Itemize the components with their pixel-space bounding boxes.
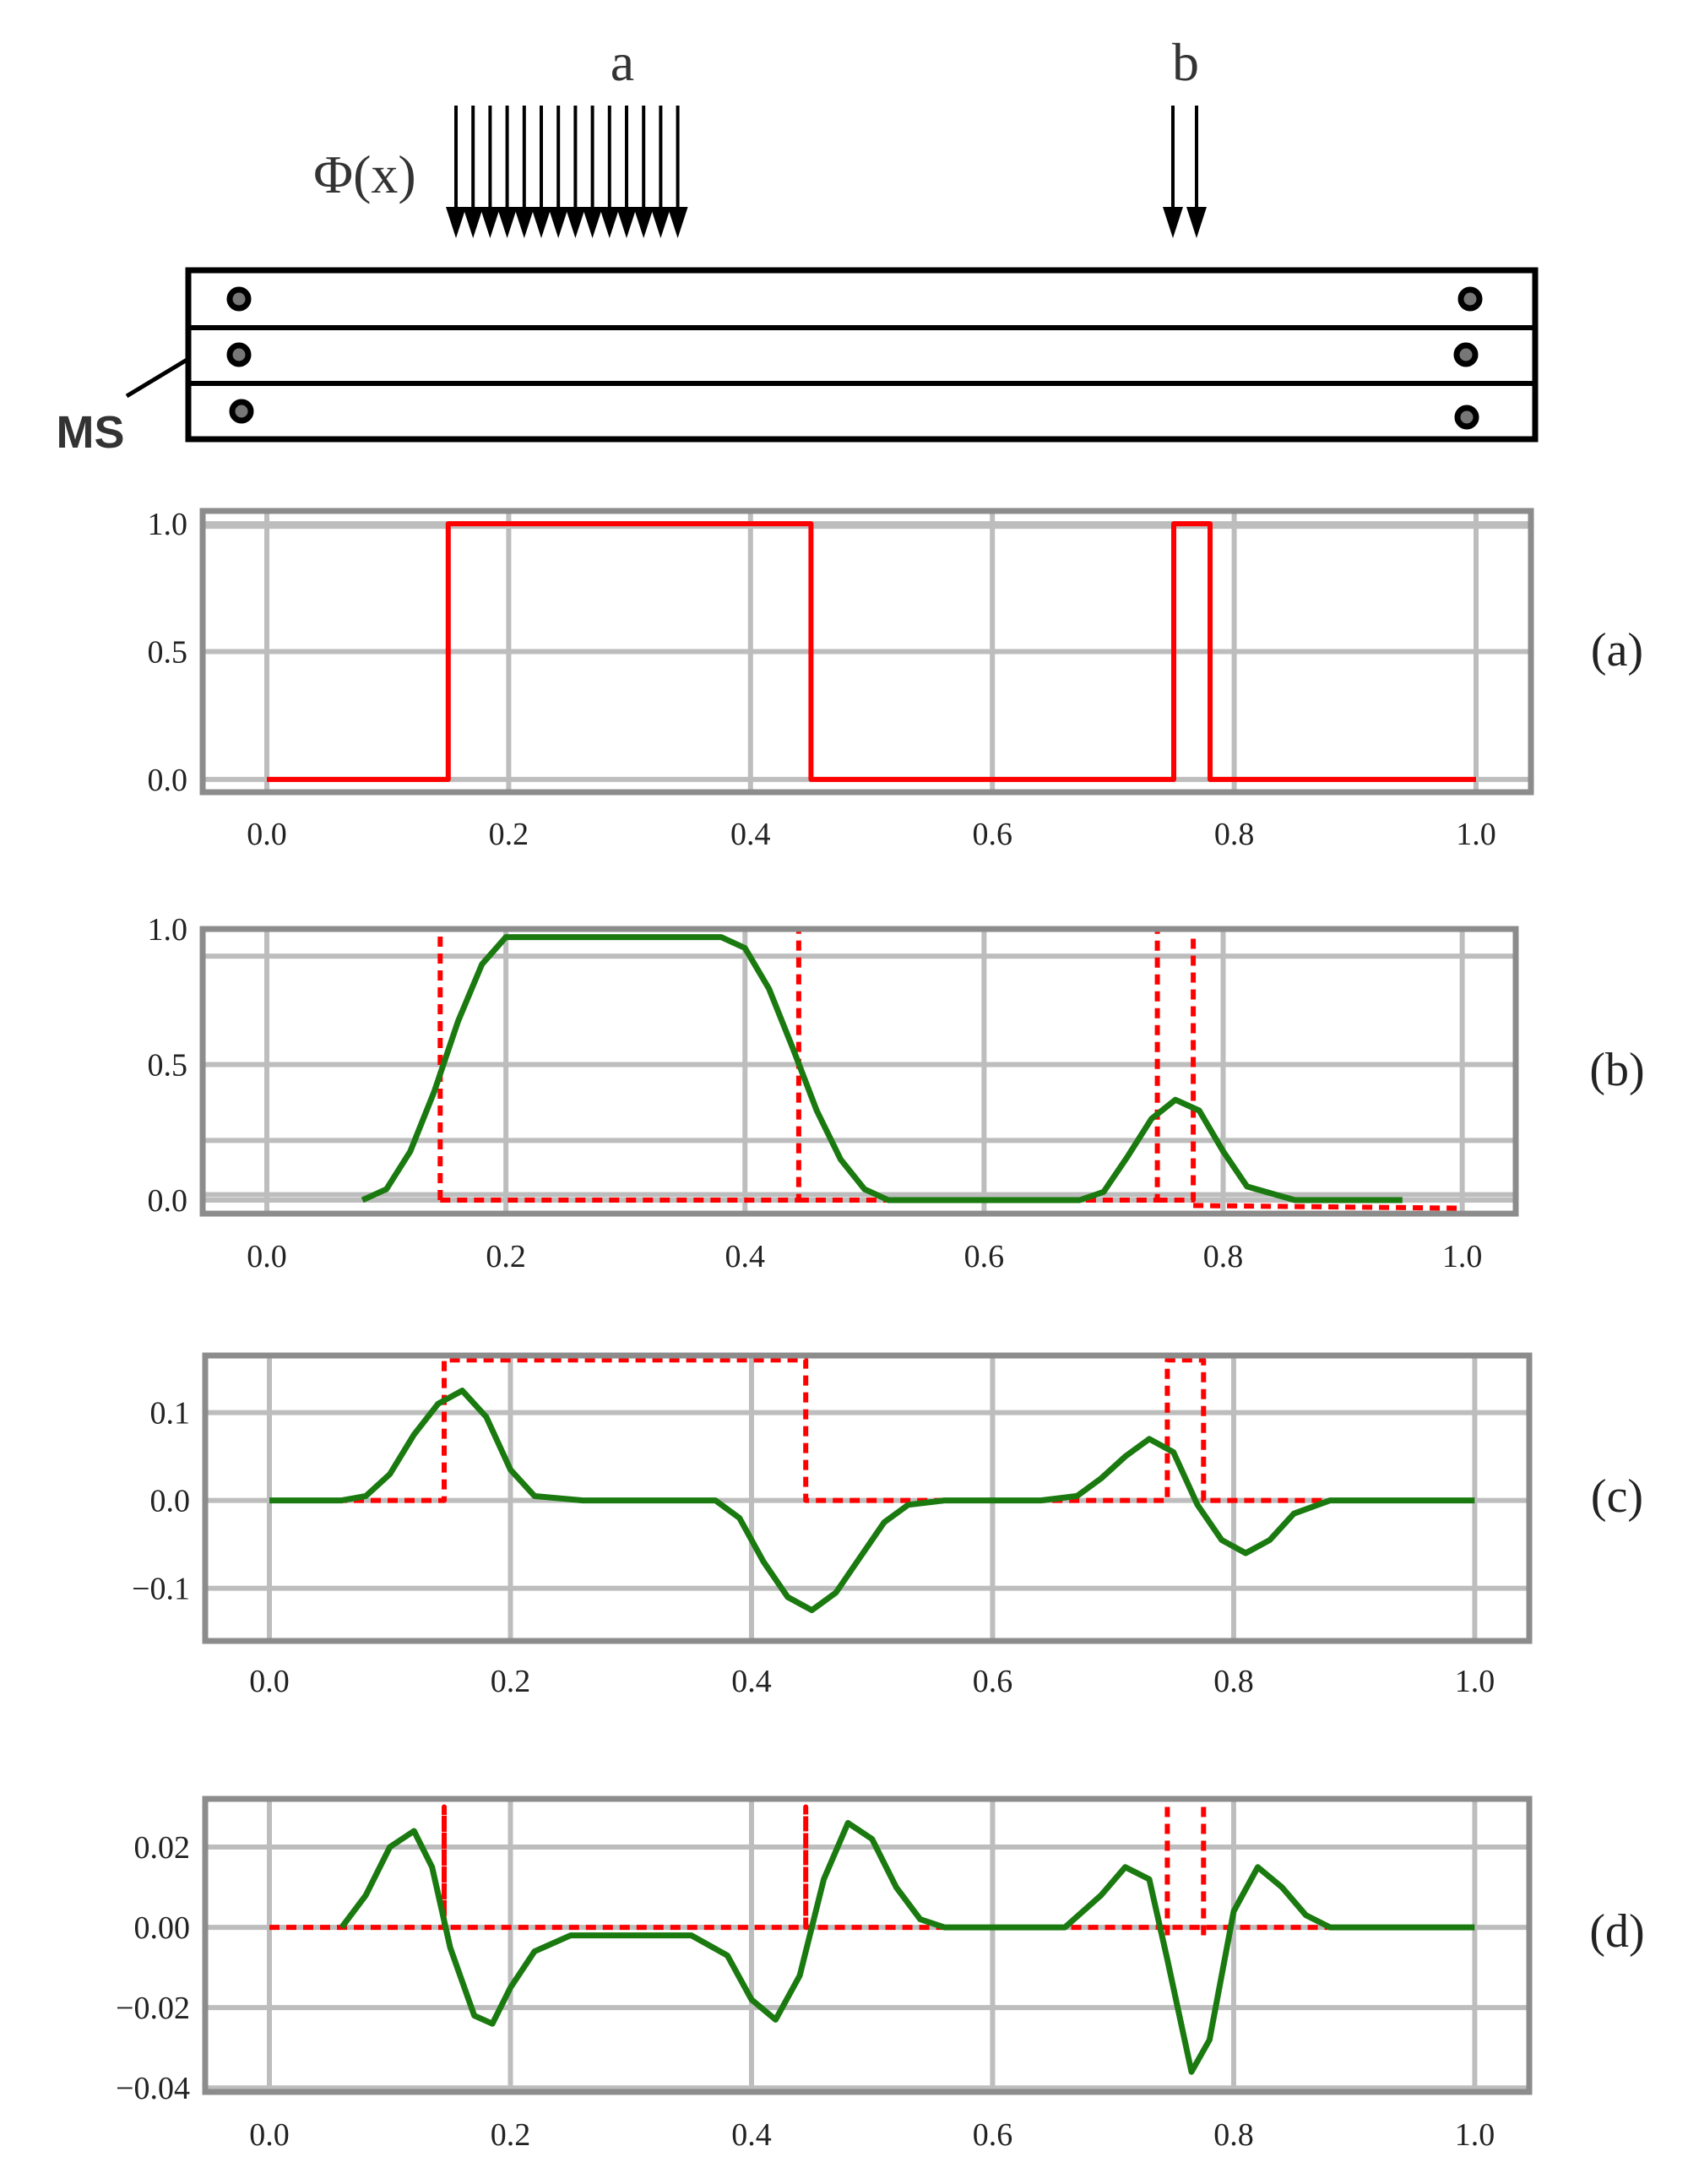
load-arrow-head — [548, 207, 569, 238]
node-left-3 — [229, 399, 254, 424]
distributed-load-arrows — [446, 106, 688, 238]
load-function-label: Φ(x) — [313, 144, 415, 204]
node-points — [226, 286, 1483, 430]
load-arrow-head — [1163, 207, 1183, 238]
grid-lines — [203, 511, 1531, 792]
x-tick-label: 0.4 — [731, 2117, 772, 2153]
node-right-1 — [1457, 286, 1483, 312]
y-tick-label: 0.0 — [150, 1484, 191, 1519]
panel-label: (c) — [1591, 1470, 1643, 1523]
load-b-label: b — [1172, 32, 1199, 92]
plot-frame — [199, 508, 1534, 796]
beam-schematic: a b Φ(x) MS — [57, 32, 1539, 458]
y-tick-label: −0.1 — [132, 1572, 190, 1607]
load-arrow-head — [531, 207, 551, 238]
grid-lines — [205, 1799, 1529, 2092]
y-tick-label: 0.5 — [148, 635, 188, 671]
load-arrow-head — [650, 207, 671, 238]
x-tick-label: 0.8 — [1213, 2117, 1254, 2153]
approx-series-line — [361, 934, 1403, 1203]
x-tick-label: 0.4 — [725, 1239, 765, 1274]
exact-series-line — [269, 1804, 1475, 1936]
load-arrow-head — [565, 207, 586, 238]
panel-label: (b) — [1589, 1044, 1644, 1096]
load-arrow-head — [446, 207, 466, 238]
approx-series-line — [339, 1820, 1475, 2075]
y-tick-label: 0.00 — [134, 1910, 191, 1946]
x-tick-label: 0.0 — [249, 2117, 290, 2153]
node-left-2 — [226, 342, 252, 367]
load-arrow-head — [497, 207, 518, 238]
x-tick-label: 0.8 — [1203, 1239, 1244, 1274]
y-tick-label: −0.02 — [116, 1991, 190, 2026]
plot-frame — [199, 926, 1519, 1217]
x-tick-label: 0.2 — [491, 2117, 531, 2153]
plot-frame — [202, 1796, 1533, 2095]
x-tick-label: 0.0 — [247, 1239, 287, 1274]
load-arrow-head — [633, 207, 654, 238]
y-tick-label: −0.04 — [116, 2071, 190, 2106]
x-tick-label: 0.2 — [491, 1664, 531, 1699]
x-tick-label: 0.8 — [1214, 817, 1255, 852]
panel-label: (a) — [1591, 624, 1643, 676]
x-tick-label: 0.6 — [973, 2117, 1013, 2153]
x-tick-label: 0.6 — [964, 1239, 1005, 1274]
x-tick-label: 0.8 — [1213, 1664, 1254, 1699]
x-tick-label: 1.0 — [1455, 1664, 1495, 1699]
load-a-label: a — [611, 32, 634, 92]
x-tick-label: 0.0 — [249, 1664, 290, 1699]
node-right-2 — [1453, 342, 1479, 367]
load-arrow-head — [513, 207, 535, 238]
plot-frame — [202, 1352, 1533, 1644]
exact-series-line — [269, 1357, 1475, 1503]
load-arrow-head — [480, 207, 501, 238]
chart-panel-b: 0.0 0.2 0.4 0.6 0.8 1.0 0.0 0.5 1.0 (b) — [148, 912, 1645, 1274]
y-tick-label: 0.02 — [134, 1830, 191, 1866]
y-tick-label: 0.5 — [148, 1047, 188, 1083]
node-left-1 — [226, 286, 252, 312]
y-tick-label: 0.0 — [148, 1183, 188, 1219]
load-arrow-head — [616, 207, 637, 238]
chart-panel-d: 0.0 0.2 0.4 0.6 0.8 1.0 0.02 0.00 −0.02 −0.04 (d) — [116, 1796, 1645, 2153]
x-tick-label: 0.6 — [972, 817, 1012, 852]
exact-series-line — [267, 521, 1476, 782]
y-tick-label: 0.1 — [150, 1396, 191, 1432]
exact-series-line — [437, 929, 1463, 1211]
y-tick-label: 1.0 — [148, 507, 188, 542]
x-tick-label: 0.2 — [486, 1239, 526, 1274]
x-tick-label: 1.0 — [1442, 1239, 1483, 1274]
strip-label: MS — [57, 407, 125, 458]
x-tick-label: 0.0 — [247, 817, 287, 852]
load-arrow-head — [1186, 207, 1207, 238]
x-tick-label: 1.0 — [1456, 817, 1496, 852]
panel-label: (d) — [1589, 1905, 1644, 1958]
strip-leader-line — [125, 356, 190, 399]
x-tick-label: 0.4 — [730, 817, 771, 852]
approx-series-line — [269, 1388, 1475, 1614]
x-tick-label: 0.6 — [973, 1664, 1013, 1699]
x-tick-label: 1.0 — [1455, 2117, 1495, 2153]
y-tick-label: 0.0 — [148, 763, 188, 798]
strip-outline — [185, 267, 1539, 443]
node-right-3 — [1454, 405, 1479, 430]
load-arrow-head — [463, 207, 484, 238]
chart-panel-a: 0.0 0.2 0.4 0.6 0.8 1.0 0.0 0.5 1.0 (a) — [148, 507, 1644, 852]
load-arrow-head — [582, 207, 603, 238]
load-arrow-head — [667, 207, 688, 238]
chart-panel-c: 0.0 0.2 0.4 0.6 0.8 1.0 0.1 0.0 −0.1 (c) — [132, 1352, 1643, 1699]
load-arrow-head — [599, 207, 620, 238]
point-load-arrows — [1163, 106, 1207, 238]
x-tick-label: 0.2 — [489, 817, 529, 852]
x-tick-label: 0.4 — [731, 1664, 772, 1699]
y-tick-label: 1.0 — [148, 912, 188, 948]
